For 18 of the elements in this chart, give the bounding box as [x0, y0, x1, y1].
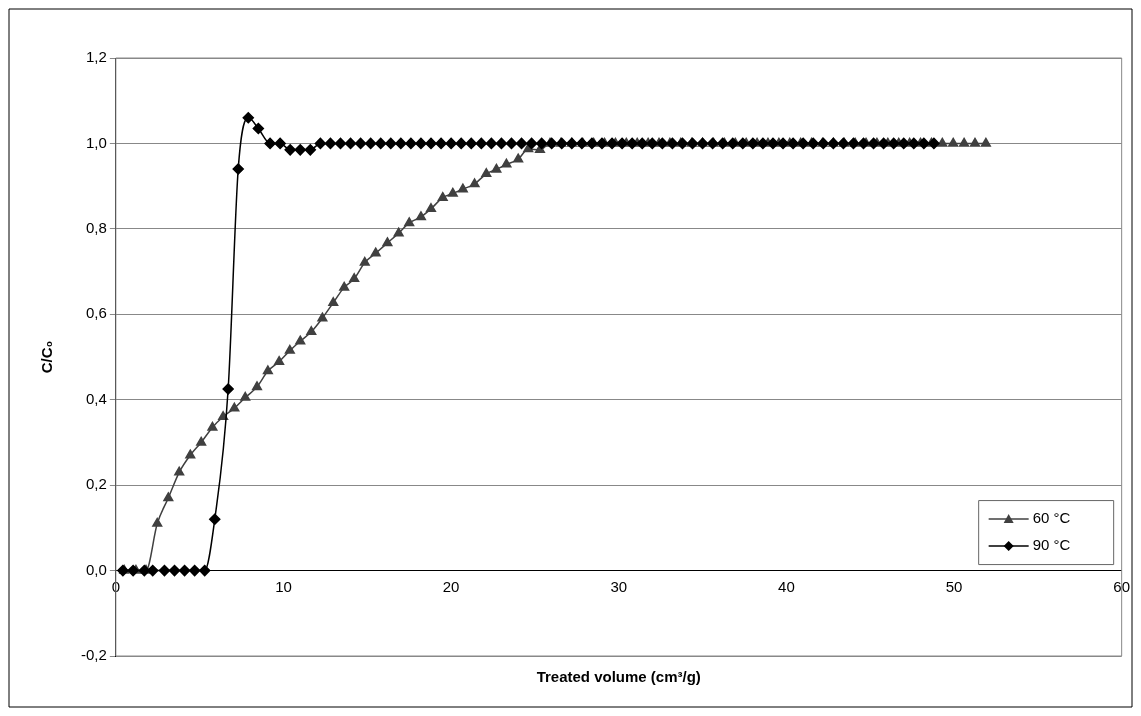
- y-tick-label: 0,0: [85, 560, 107, 578]
- legend-label: 60 °C: [1032, 509, 1071, 527]
- y-tick-label: -0,2: [80, 646, 107, 664]
- x-tick-label: 50: [945, 577, 963, 595]
- x-axis-title: Treated volume (cm³/g): [536, 668, 701, 686]
- y-tick-label: 0,8: [85, 219, 107, 236]
- y-tick-label: 1,0: [85, 133, 107, 151]
- y-tick-label: 0,6: [85, 304, 107, 322]
- legend-label: 90 °C: [1032, 536, 1071, 554]
- y-tick-label: 0,2: [85, 475, 107, 493]
- x-tick-label: 40: [778, 577, 795, 595]
- y-tick-label: 1,2: [85, 48, 107, 66]
- x-tick-label: 20: [442, 577, 460, 595]
- x-tick-label: 60: [1113, 577, 1130, 595]
- y-tick-label: 0,4: [85, 389, 107, 407]
- x-tick-label: 30: [610, 577, 628, 595]
- y-axis-title: C/C₀: [38, 340, 56, 374]
- x-tick-label: 10: [275, 577, 292, 595]
